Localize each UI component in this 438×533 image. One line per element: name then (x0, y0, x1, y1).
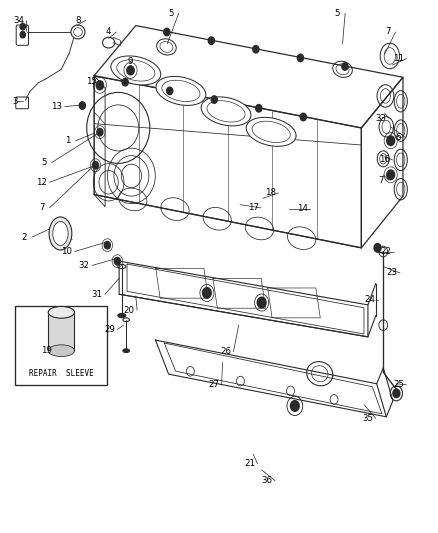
Ellipse shape (246, 117, 296, 147)
Text: 33: 33 (375, 114, 387, 123)
Text: 29: 29 (104, 325, 115, 334)
Text: 10: 10 (61, 247, 72, 256)
Text: 3: 3 (13, 97, 18, 106)
Text: 31: 31 (92, 290, 103, 298)
Text: 9: 9 (128, 58, 133, 66)
Circle shape (374, 244, 381, 252)
Circle shape (122, 78, 128, 86)
Text: 36: 36 (261, 477, 273, 485)
Circle shape (114, 257, 120, 265)
Text: 13: 13 (51, 102, 63, 111)
Text: 5: 5 (168, 9, 173, 18)
Circle shape (202, 288, 211, 298)
Circle shape (387, 170, 395, 180)
Ellipse shape (118, 313, 126, 318)
Circle shape (297, 54, 304, 62)
Text: 12: 12 (36, 178, 47, 187)
Circle shape (97, 128, 103, 136)
Text: 7: 7 (378, 176, 384, 184)
Circle shape (256, 104, 262, 112)
Text: 5: 5 (41, 158, 46, 167)
Ellipse shape (111, 56, 161, 85)
Text: 26: 26 (220, 348, 231, 356)
Circle shape (257, 297, 266, 308)
Text: 19: 19 (41, 346, 51, 355)
Text: 17: 17 (247, 204, 259, 212)
Circle shape (164, 28, 170, 36)
Text: 11: 11 (393, 54, 404, 63)
Text: 1: 1 (65, 136, 71, 145)
Circle shape (166, 87, 173, 94)
Text: 35: 35 (362, 414, 374, 423)
Text: 15: 15 (86, 77, 98, 85)
Text: 2: 2 (21, 233, 27, 241)
Text: 14: 14 (297, 205, 308, 213)
Circle shape (290, 401, 299, 411)
Circle shape (20, 31, 25, 38)
Text: 5: 5 (335, 9, 340, 18)
Circle shape (387, 136, 395, 146)
Text: 20: 20 (124, 306, 135, 314)
Text: 34: 34 (13, 16, 24, 25)
Ellipse shape (123, 349, 130, 353)
Circle shape (79, 102, 85, 109)
Circle shape (300, 114, 306, 121)
Circle shape (104, 241, 110, 249)
Text: 7: 7 (385, 28, 390, 36)
Text: 24: 24 (364, 295, 376, 304)
Text: 32: 32 (78, 261, 90, 270)
Text: 16: 16 (379, 156, 390, 164)
Text: 22: 22 (381, 247, 392, 256)
Text: 6: 6 (395, 133, 400, 142)
Ellipse shape (48, 345, 74, 357)
Bar (48, 312, 74, 351)
Ellipse shape (156, 76, 206, 106)
Ellipse shape (48, 306, 74, 318)
Ellipse shape (49, 217, 72, 250)
Bar (15, 306, 107, 385)
Text: 27: 27 (208, 381, 219, 389)
Text: 21: 21 (244, 459, 255, 468)
Circle shape (393, 389, 400, 398)
Circle shape (253, 45, 259, 53)
Circle shape (92, 161, 99, 169)
Text: 23: 23 (386, 269, 398, 277)
Text: REPAIR  SLEEVE: REPAIR SLEEVE (29, 369, 94, 377)
Circle shape (208, 37, 215, 44)
Text: 7: 7 (39, 204, 44, 212)
Text: 18: 18 (265, 189, 276, 197)
Circle shape (342, 63, 348, 70)
Circle shape (127, 66, 134, 75)
Text: 25: 25 (393, 381, 404, 389)
Circle shape (20, 23, 25, 30)
Ellipse shape (201, 97, 251, 126)
Circle shape (211, 96, 217, 103)
Text: 8: 8 (75, 16, 81, 25)
Circle shape (96, 80, 104, 90)
Text: 4: 4 (106, 28, 111, 36)
Ellipse shape (53, 221, 68, 245)
